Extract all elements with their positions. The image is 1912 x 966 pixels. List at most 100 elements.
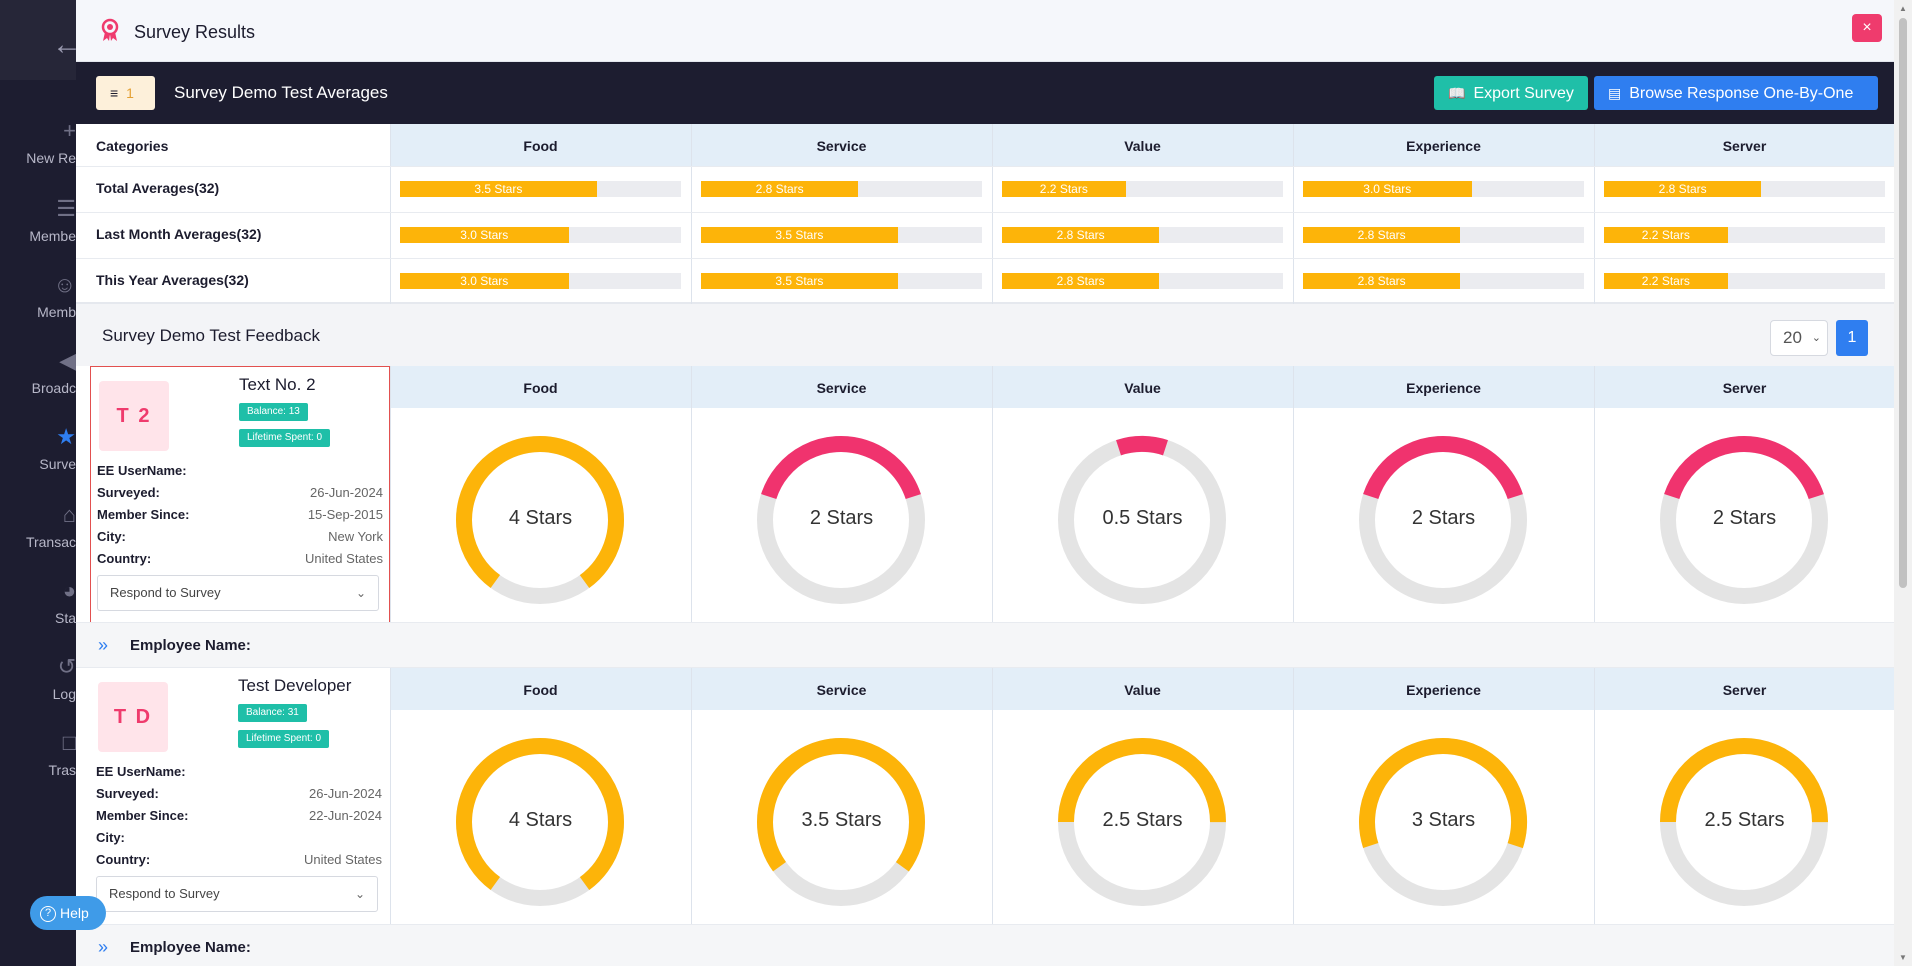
respond-to-survey-select[interactable]: Respond to Survey ⌄ bbox=[97, 575, 379, 611]
donut-svg bbox=[1660, 436, 1828, 604]
column-header: Experience bbox=[1406, 138, 1481, 154]
sidebar-item-label: New Re bbox=[26, 150, 76, 166]
donut-svg bbox=[1359, 738, 1527, 906]
rating-donut-chart: 2 Stars bbox=[1293, 408, 1594, 624]
survey-response: T 2 Text No. 2 Balance: 13 Lifetime Spent: … bbox=[76, 366, 1894, 624]
sidebar-item[interactable]: ◀ Broadc bbox=[0, 348, 76, 396]
member-info-row: Country: United States bbox=[97, 551, 383, 566]
average-progress-bar: 2.2 Stars bbox=[1604, 227, 1885, 243]
donut-label: 3.5 Stars bbox=[801, 809, 882, 831]
donut-svg bbox=[757, 738, 925, 906]
donut-svg bbox=[456, 738, 624, 906]
page-button[interactable]: 1 bbox=[1836, 320, 1868, 356]
donut-label: 2 Stars bbox=[1411, 507, 1476, 529]
info-key: Surveyed: bbox=[97, 485, 160, 500]
donut-label: 0.5 Stars bbox=[1102, 507, 1183, 529]
sidebar-item[interactable]: + New Re bbox=[0, 118, 76, 166]
info-key: City: bbox=[96, 830, 125, 845]
sidebar-item[interactable]: ☺ Memb bbox=[0, 272, 76, 320]
column-divider bbox=[992, 366, 993, 624]
column-divider bbox=[1594, 366, 1595, 624]
employee-name-row[interactable]: » Employee Name: bbox=[76, 924, 1894, 966]
member-info-row: EE UserName: bbox=[97, 463, 383, 478]
browse-label: Browse Response One-By-One bbox=[1629, 85, 1854, 102]
ratings-header-row bbox=[390, 366, 1894, 408]
sidebar-item[interactable]: ◕ Sta bbox=[0, 578, 76, 626]
double-chevron-right-icon[interactable]: » bbox=[98, 635, 109, 655]
sidebar-item-label: Memb bbox=[37, 304, 76, 320]
survey-response: T D Test Developer Balance: 31 Lifetime Spe… bbox=[76, 668, 1894, 926]
close-button[interactable]: × bbox=[1852, 14, 1882, 42]
browse-responses-button[interactable]: ▤ Browse Response One-By-One bbox=[1594, 76, 1878, 110]
column-divider bbox=[390, 366, 391, 624]
column-header: Server bbox=[1722, 138, 1767, 154]
donut-label: 4 Stars bbox=[508, 507, 573, 529]
info-value: United States bbox=[303, 852, 382, 867]
average-progress-bar: 3.0 Stars bbox=[400, 227, 681, 243]
info-value: 15-Sep-2015 bbox=[307, 507, 383, 522]
average-row-label: This Year Averages(32) bbox=[96, 272, 249, 288]
average-progress-fill: 2.8 Stars bbox=[1604, 181, 1762, 197]
member-card[interactable]: T 2 Text No. 2 Balance: 13 Lifetime Spent: … bbox=[90, 366, 390, 624]
sidebar-item[interactable]: ☰ Membe bbox=[0, 196, 76, 244]
avatar: T 2 bbox=[99, 381, 169, 451]
sidebar-item[interactable]: ⌂ Transac bbox=[0, 502, 76, 550]
donut-value-arc bbox=[1058, 738, 1226, 906]
sidebar-item-label: Surve bbox=[39, 456, 76, 472]
filter-button[interactable]: ≡ 1 bbox=[96, 76, 155, 110]
sidebar-item[interactable]: □ Tras bbox=[0, 730, 76, 778]
avatar: T D bbox=[98, 682, 168, 752]
export-survey-button[interactable]: 📖 Export Survey bbox=[1434, 76, 1588, 110]
donut-value-arc bbox=[1359, 436, 1527, 604]
info-key: Country: bbox=[97, 551, 152, 566]
average-row-label: Total Averages(32) bbox=[96, 180, 220, 196]
award-icon bbox=[101, 18, 119, 41]
browse-icon: ▤ bbox=[1608, 85, 1622, 101]
averages-header-row bbox=[390, 124, 1894, 166]
rating-column-header: Experience bbox=[1406, 682, 1481, 698]
book-icon: 📖 bbox=[1448, 85, 1466, 101]
filter-icon: ≡ bbox=[110, 85, 119, 101]
average-progress-fill: 2.2 Stars bbox=[1604, 227, 1728, 243]
scrollbar[interactable]: ▲ ▼ bbox=[1894, 0, 1912, 966]
average-progress-bar: 2.8 Stars bbox=[1303, 227, 1584, 243]
averages-toolbar: ≡ 1 Survey Demo Test Averages 📖 Export Sur… bbox=[76, 62, 1894, 124]
employee-name-label: Employee Name: bbox=[130, 637, 251, 654]
page-size-select[interactable]: 20 ⌄ bbox=[1770, 320, 1828, 356]
rating-donut-chart: 2.5 Stars bbox=[992, 710, 1293, 926]
column-divider bbox=[992, 668, 993, 926]
double-chevron-right-icon[interactable]: » bbox=[98, 937, 109, 957]
scroll-down-icon[interactable]: ▼ bbox=[1899, 953, 1907, 962]
respond-to-survey-select[interactable]: Respond to Survey ⌄ bbox=[96, 876, 378, 912]
lifetime-spent-badge: Lifetime Spent: 0 bbox=[239, 429, 331, 447]
sidebar-item[interactable]: ★ Surve bbox=[0, 424, 76, 472]
scrollbar-thumb[interactable] bbox=[1899, 18, 1907, 588]
sidebar-item[interactable]: ↺ Log bbox=[0, 654, 76, 702]
average-progress-fill: 3.0 Stars bbox=[400, 227, 569, 243]
column-divider bbox=[691, 366, 692, 624]
employee-name-row[interactable]: » Employee Name: bbox=[76, 622, 1894, 668]
trash-icon: □ bbox=[62, 730, 76, 755]
categories-label: Categories bbox=[96, 138, 169, 154]
rating-column-header: Server bbox=[1722, 682, 1767, 698]
average-progress-fill: 2.8 Stars bbox=[1303, 227, 1461, 243]
averages-table: Categories Food Service Value Experience Serv… bbox=[76, 124, 1894, 304]
sidebar-item-label: Membe bbox=[29, 228, 76, 244]
member-card[interactable]: T D Test Developer Balance: 31 Lifetime Spe… bbox=[90, 668, 390, 926]
info-key: Member Since: bbox=[97, 507, 190, 522]
sidebar-item-label: Transac bbox=[25, 534, 76, 550]
rating-donut-chart: 3 Stars bbox=[1293, 710, 1594, 926]
lifetime-spent-badge: Lifetime Spent: 0 bbox=[238, 730, 330, 748]
average-progress-bar: 2.2 Stars bbox=[1002, 181, 1283, 197]
employee-name-label: Employee Name: bbox=[130, 939, 251, 956]
help-button[interactable]: ? Help bbox=[30, 896, 106, 930]
averages-title: Survey Demo Test Averages bbox=[174, 83, 388, 102]
info-value: New York bbox=[328, 529, 383, 544]
donut-svg bbox=[1660, 738, 1828, 906]
donut-label: 2.5 Stars bbox=[1102, 809, 1183, 831]
member-name: Text No. 2 bbox=[239, 375, 316, 394]
sidebar: ← + New Re ☰ Membe ☺ Memb ◀ Broadc ★ Surve ⌂ Transa… bbox=[0, 0, 82, 966]
scroll-up-icon[interactable]: ▲ bbox=[1899, 4, 1907, 13]
column-divider bbox=[1293, 668, 1294, 926]
users-icon: ☺ bbox=[53, 272, 76, 297]
